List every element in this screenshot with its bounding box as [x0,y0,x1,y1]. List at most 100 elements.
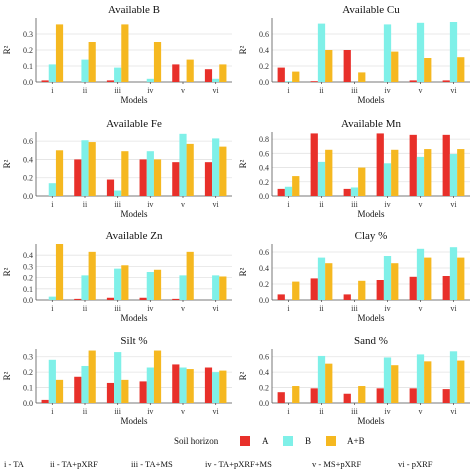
panel-clay-y-tick-label: 0.6 [259,248,269,257]
panel-silt-bar-a-b-iii [121,379,129,403]
panel-silt-bar-b-v [179,367,187,403]
panel-available-mn-bar-b-i [284,186,293,196]
panel-silt-plot-area [36,349,232,403]
panel-sand-y-tick-label: 0.0 [259,399,269,408]
panel-available-b-bar-a-b-i [55,24,64,82]
model-key-iv: iv - TA+pXRF+MS [205,459,272,469]
panel-available-cu-bar-b-iv [383,24,392,82]
panel-available-mn-y-axis-label: R² [238,159,248,168]
panel-available-cu-bar-b-i [284,81,293,82]
panel-available-cu-y-tick-label: 0.2 [259,62,269,71]
panel-available-b-bar-a-i [41,80,49,82]
panel-silt-bar-a-vi [204,367,213,403]
panel-available-mn-plot-area [272,132,470,196]
panel-available-fe-bar-a-b-v [186,143,194,196]
model-key-iii: iii - TA+MS [131,459,173,469]
panel-available-cu-x-tick-label: vi [450,86,457,95]
panel-available-mn-bar-a-ii [310,133,318,196]
panel-available-mn-y-tick-label: 0.0 [259,192,269,201]
panel-silt-bar-a-b-v [186,369,194,403]
panel-available-mn-y-tick-label: 0.6 [259,149,269,158]
legend-label-a: A [262,436,269,446]
model-key-v: v - MS+pXRF [312,459,361,469]
panel-available-fe-plot-area [36,132,232,196]
panel-available-cu-bar-a-ii [310,81,318,82]
panel-available-cu-bar-b-v [416,22,425,82]
panel-available-zn-bar-a-ii [74,298,82,300]
panel-available-zn-y-tick-label: 0.1 [23,285,33,294]
panel-available-b-bar-b-iii [114,67,122,82]
panel-clay-bar-a-b-iv [391,263,399,300]
panel-silt-bar-b-i [48,359,56,403]
panel-clay-y-tick-label: 0.4 [259,264,269,273]
panel-available-b-bar-a-b-vi [219,64,227,82]
panel-available-b-bar-a-b-iv [153,42,162,82]
panel-clay-bar-b-iv [383,256,392,300]
panel-available-b-x-tick-label: ii [83,86,88,95]
panel-sand-x-tick-label: iv [384,407,390,416]
panel-available-b-y-tick-label: 0.1 [23,62,33,71]
panel-available-mn-bar-a-b-v [424,149,432,196]
panel-available-b-bar-a-vi [204,69,213,82]
panel-available-cu-bar-a-vi [442,80,450,82]
panel-silt-x-tick-label: i [51,407,54,416]
panel-available-mn-bar-a-b-iii [358,167,366,196]
panel-available-mn-bar-b-vi [449,154,458,196]
panel-sand-x-tick-label: ii [319,407,324,416]
panel-available-cu-bar-a-b-iii [358,72,366,82]
panel-clay-x-tick-label: ii [319,304,324,313]
panel-sand-y-tick-label: 0.4 [259,368,269,377]
panel-available-fe-x-tick-label: ii [83,200,88,209]
panel-sand-bar-a-i [277,392,285,403]
panel-available-cu-y-tick-label: 0.6 [259,30,269,39]
panel-silt-bar-a-iv [139,381,147,403]
panel-available-fe-bar-b-iv [146,151,154,196]
panel-sand-x-tick-label: v [419,407,423,416]
panel-available-b-x-axis-label: Models [121,95,148,105]
panel-clay-bar-a-v [409,276,417,300]
panel-available-fe-title: Available Fe [106,118,162,130]
panel-sand-bar-a-ii [310,388,318,403]
panel-clay-x-axis-label: Models [358,313,385,323]
panel-silt-x-tick-label: iii [114,407,121,416]
panel-clay-x-tick-label: iv [384,304,390,313]
panel-silt-bar-a-iii [106,382,115,403]
panel-available-zn-bar-b-i [48,296,56,300]
model-key: i - TA ii - TA+pXRF iii - TA+MS iv - TA+… [4,459,433,469]
panel-clay-bar-b-vi [449,247,458,300]
panel-available-b-x-tick-label: v [181,86,185,95]
panel-available-mn-title: Available Mn [341,118,401,130]
panel-available-zn-x-tick-label: iv [147,304,153,313]
panel-available-zn-bar-b-v [179,275,187,300]
panel-available-zn-x-tick-label: iii [114,304,121,313]
panel-available-zn-bar-a-iv [139,297,147,300]
panel-available-zn-bar-b-iv [146,272,154,300]
panel-available-zn-y-tick-label: 0.4 [23,251,33,260]
panel-available-cu-title: Available Cu [342,4,400,16]
panel-available-zn-y-tick-label: 0.3 [23,262,33,271]
panel-clay-bar-a-b-vi [457,257,465,300]
panel-available-cu-bar-b-vi [449,22,458,82]
panel-silt-x-tick-label: iv [147,407,153,416]
panel-sand-y-tick-label: 0.6 [259,353,269,362]
panel-available-b-y-tick-label: 0.0 [23,78,33,87]
panel-available-cu-bar-a-b-ii [325,50,333,82]
panel-available-mn-x-tick-label: i [287,200,290,209]
panel-available-mn-bar-b-iii [350,187,359,196]
panel-available-b-bar-a-v [172,64,180,82]
panel-sand-title: Sand % [354,335,388,347]
panel-available-fe-bar-a-b-i [55,150,64,196]
panel-available-mn-bar-a-iv [376,133,384,196]
panel-silt-bar-a-v [172,364,180,403]
panel-available-b-y-tick-label: 0.3 [23,30,33,39]
panel-available-cu-x-tick-label: ii [319,86,324,95]
panel-available-fe-bar-a-b-vi [219,146,227,196]
panel-available-cu-x-tick-label: iv [384,86,390,95]
panel-available-zn-bar-b-ii [81,275,89,300]
